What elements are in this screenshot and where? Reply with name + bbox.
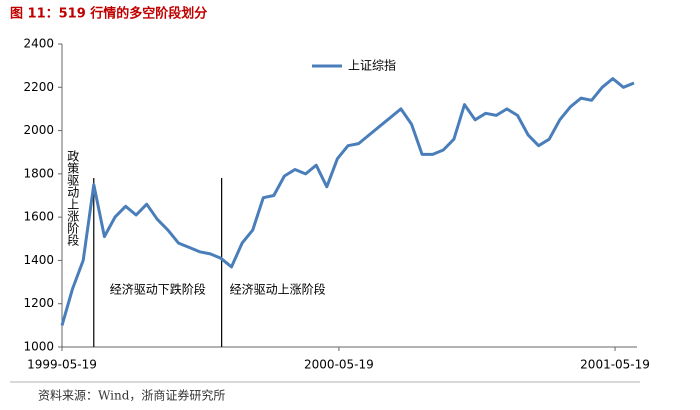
x-tick-label: 1999-05-19 [27,358,97,372]
x-tick-label: 2000-05-19 [304,358,374,372]
y-tick-label: 2400 [23,37,54,51]
y-tick-label: 1800 [23,166,54,180]
y-tick-label: 1400 [23,253,54,267]
chart-title: 图 11：519 行情的多空阶段划分 [10,6,207,22]
y-tick-label: 1000 [23,340,54,354]
phase-label: 政策驱动上涨阶段 [66,150,80,247]
x-tick-label: 2001-05-19 [580,358,650,372]
source: 资料来源：Wind，浙商证券研究所 [38,388,225,403]
phase-label: 经济驱动上涨阶段 [230,282,326,297]
series-line [60,77,635,326]
phase-label: 经济驱动下跌阶段 [110,282,206,297]
y-tick-label: 1200 [23,296,54,310]
legend-label: 上证综指 [348,58,396,73]
y-tick-label: 1600 [23,210,54,224]
y-tick-label: 2000 [23,123,54,137]
y-tick-label: 2200 [23,80,54,94]
